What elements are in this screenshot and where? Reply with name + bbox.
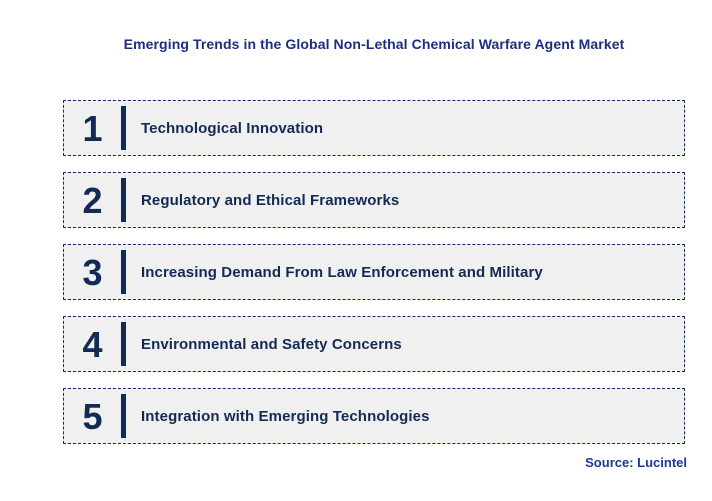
- trend-list: 1 Technological Innovation 2 Regulatory …: [63, 100, 685, 444]
- page-title: Emerging Trends in the Global Non-Lethal…: [123, 36, 625, 52]
- trend-row: 1 Technological Innovation: [63, 100, 685, 156]
- trend-row: 4 Environmental and Safety Concerns: [63, 316, 685, 372]
- source-credit: Source: Lucintel: [585, 455, 687, 470]
- separator-bar: [121, 322, 126, 366]
- separator-bar: [121, 106, 126, 150]
- trend-number: 4: [82, 324, 103, 365]
- trend-label: Technological Innovation: [141, 119, 324, 137]
- trend-number: 2: [82, 180, 103, 221]
- trend-label: Regulatory and Ethical Frameworks: [141, 191, 400, 209]
- trend-label: Increasing Demand From Law Enforcement a…: [141, 263, 543, 281]
- trend-number: 3: [82, 252, 103, 293]
- separator-bar: [121, 250, 126, 294]
- trend-label: Environmental and Safety Concerns: [141, 335, 402, 353]
- trend-row: 2 Regulatory and Ethical Frameworks: [63, 172, 685, 228]
- trend-row: 3 Increasing Demand From Law Enforcement…: [63, 244, 685, 300]
- trend-label: Integration with Emerging Technologies: [141, 407, 430, 425]
- trend-number: 1: [82, 108, 103, 149]
- separator-bar: [121, 178, 126, 222]
- trend-number: 5: [82, 396, 103, 437]
- trend-row: 5 Integration with Emerging Technologies: [63, 388, 685, 444]
- separator-bar: [121, 394, 126, 438]
